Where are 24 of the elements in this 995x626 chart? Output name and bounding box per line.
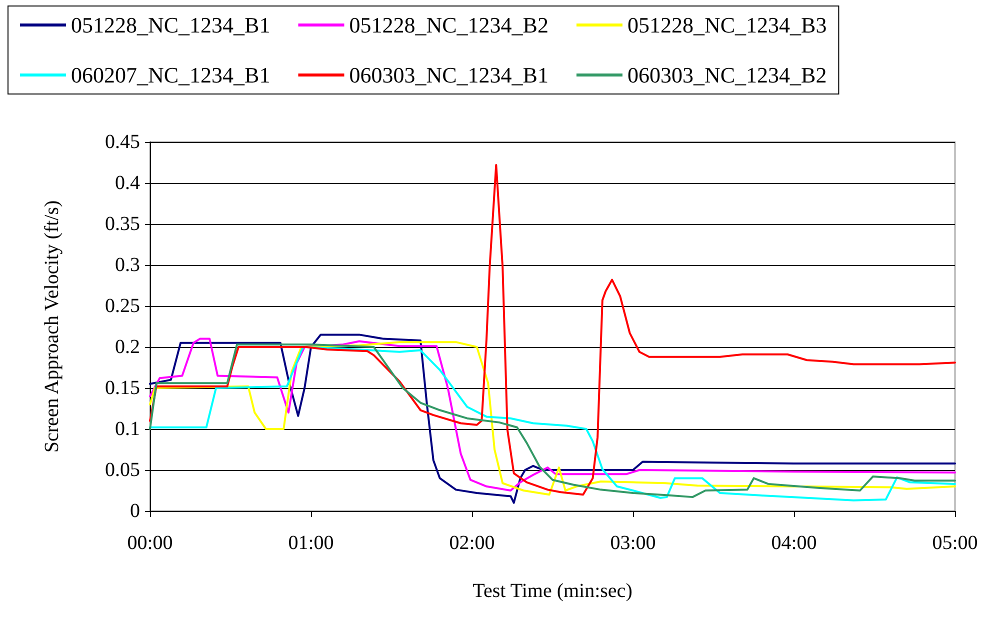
- y-tick-label: 0.25: [105, 295, 140, 317]
- legend-label: 051228_NC_1234_B3: [627, 12, 827, 38]
- y-tick-label: 0.35: [105, 213, 140, 235]
- y-tick-label: 0.05: [105, 459, 140, 481]
- legend-label: 051228_NC_1234_B1: [71, 12, 270, 38]
- y-tick-label: 0.15: [105, 377, 140, 399]
- x-tick-label: 00:00: [127, 532, 173, 554]
- x-tick-label: 04:00: [771, 532, 817, 554]
- x-axis-title: Test Time (min:sec): [472, 580, 632, 602]
- y-tick-label: 0: [130, 500, 140, 522]
- x-tick-label: 05:00: [932, 532, 978, 554]
- y-tick-label: 0.3: [115, 254, 140, 276]
- legend-label: 060303_NC_1234_B2: [627, 62, 827, 88]
- x-tick-label: 02:00: [449, 532, 495, 554]
- x-tick-label: 03:00: [610, 532, 656, 554]
- x-tick-label: 01:00: [288, 532, 334, 554]
- legend-label: 060207_NC_1234_B1: [71, 62, 270, 88]
- y-tick-label: 0.4: [115, 172, 140, 194]
- y-tick-label: 0.45: [105, 131, 140, 153]
- y-tick-label: 0.1: [115, 418, 140, 440]
- y-tick-label: 0.2: [115, 336, 140, 358]
- legend-label: 051228_NC_1234_B2: [349, 12, 548, 38]
- legend-label: 060303_NC_1234_B1: [349, 62, 548, 88]
- y-axis-title: Screen Approach Velocity (ft/s): [41, 200, 63, 453]
